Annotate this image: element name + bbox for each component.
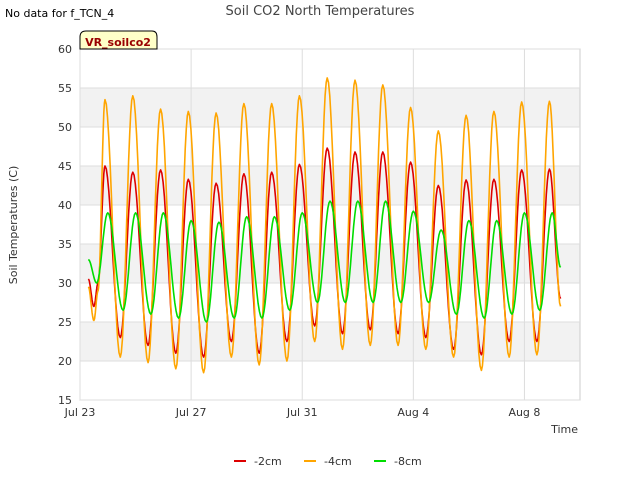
plot-band [80, 283, 580, 322]
x-tick-label: Aug 4 [397, 406, 429, 419]
x-axis-label: Time [550, 423, 578, 436]
y-tick-label: 25 [58, 316, 72, 329]
plot-band [80, 361, 580, 400]
y-tick-label: 35 [58, 238, 72, 251]
y-tick-label: 30 [58, 277, 72, 290]
badge: VR_soilco2 [79, 30, 158, 50]
legend-label: -4cm [324, 455, 352, 468]
x-tick-label: Jul 23 [64, 406, 96, 419]
no-data-note: No data for f_TCN_4 [5, 7, 115, 20]
x-axis-ticks: Jul 23 Jul 27 Jul 31 Aug 4 Aug 8 [64, 406, 541, 419]
x-tick-label: Jul 27 [175, 406, 207, 419]
y-axis-ticks: 15 20 25 30 35 40 45 50 55 60 [58, 43, 72, 407]
y-tick-label: 60 [58, 43, 72, 56]
grid-lines [79, 48, 580, 401]
y-tick-label: 50 [58, 121, 72, 134]
plot-band [80, 244, 580, 283]
badge-label: VR_soilco2 [85, 36, 151, 49]
chart-title: Soil CO2 North Temperatures [226, 4, 415, 19]
x-tick-label: Jul 31 [286, 406, 318, 419]
plot-band [80, 49, 580, 88]
y-axis-label: Soil Temperatures (C) [7, 166, 20, 285]
series-line-4cm [87, 77, 562, 374]
y-tick-label: 15 [58, 394, 72, 407]
y-tick-label: 55 [58, 82, 72, 95]
series-line-8cm [87, 200, 562, 323]
plot-bands [80, 49, 580, 400]
y-tick-label: 40 [58, 199, 72, 212]
legend-label: -2cm [254, 455, 282, 468]
y-tick-label: 45 [58, 160, 72, 173]
legend-label: -8cm [394, 455, 422, 468]
y-tick-label: 20 [58, 355, 72, 368]
legend: -2cm -4cm -8cm [234, 455, 422, 468]
plot-band [80, 322, 580, 361]
x-tick-label: Aug 8 [508, 406, 540, 419]
badge-shape [79, 30, 158, 50]
plot-band [80, 205, 580, 244]
series-lines [87, 77, 562, 374]
series-line-2cm [87, 147, 562, 358]
